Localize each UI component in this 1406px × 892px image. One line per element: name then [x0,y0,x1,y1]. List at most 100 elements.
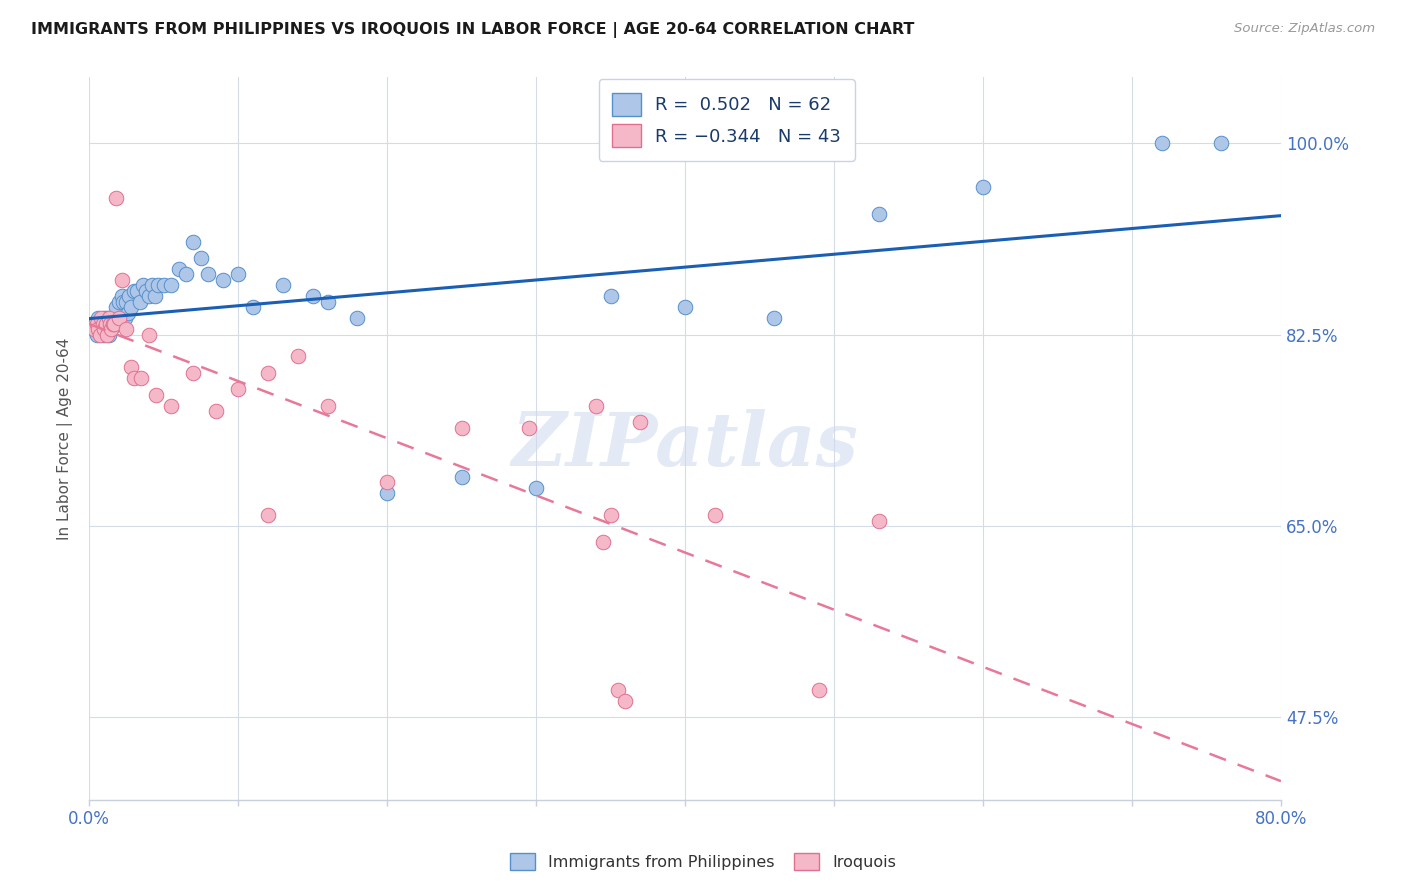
Point [212,273,235,287]
Point [152,278,174,293]
Point [110,311,132,326]
Point [94,317,117,331]
Point [118,289,141,303]
Point [972,179,994,194]
Point [93,322,115,336]
Point [808,683,831,698]
Point [226,382,249,396]
Point [122,371,145,385]
Point [125,284,148,298]
Point [517,420,540,434]
Point [111,273,134,287]
Point [242,300,264,314]
Point [98,317,121,331]
Point [599,289,621,303]
Point [703,508,725,522]
Point [93,327,115,342]
Point [316,399,339,413]
Y-axis label: In Labor Force | Age 20-64: In Labor Force | Age 20-64 [58,337,73,540]
Point [91,317,114,331]
Point [450,469,472,483]
Point [763,311,786,326]
Text: ZIPatlas: ZIPatlas [512,409,859,482]
Point [375,486,398,500]
Point [135,284,157,298]
Point [120,360,142,375]
Point [592,535,614,549]
Point [111,289,134,303]
Point [287,350,309,364]
Point [183,366,205,380]
Point [117,306,139,320]
Point [132,278,155,293]
Point [90,322,112,336]
Point [112,294,135,309]
Point [104,300,127,314]
Point [89,327,111,342]
Point [84,317,107,331]
Point [115,294,138,309]
Point [87,311,110,326]
Point [86,317,108,331]
Point [204,404,226,418]
Point [91,317,114,331]
Point [271,278,294,293]
Point [107,317,129,331]
Point [301,289,323,303]
Point [128,294,150,309]
Point [90,311,112,326]
Point [160,399,183,413]
Point [197,268,219,282]
Point [138,327,160,342]
Point [868,514,890,528]
Point [86,327,108,342]
Point [83,322,105,336]
Point [100,322,122,336]
Point [160,278,183,293]
Point [599,508,621,522]
Point [1211,136,1233,150]
Point [226,268,249,282]
Point [183,235,205,249]
Point [585,399,607,413]
Point [673,300,696,314]
Point [114,311,136,326]
Point [607,683,630,698]
Point [83,322,105,336]
Point [450,420,472,434]
Point [93,311,115,326]
Point [1150,136,1173,150]
Point [141,278,163,293]
Point [628,415,651,429]
Point [100,311,122,326]
Point [96,322,118,336]
Point [167,261,190,276]
Point [145,388,167,402]
Point [346,311,368,326]
Legend: Immigrants from Philippines, Iroquois: Immigrants from Philippines, Iroquois [503,847,903,877]
Point [89,322,111,336]
Point [96,327,118,342]
Point [122,284,145,298]
Point [138,289,160,303]
Text: Source: ZipAtlas.com: Source: ZipAtlas.com [1234,22,1375,36]
Point [97,327,120,342]
Point [375,475,398,490]
Point [524,481,547,495]
Point [104,191,127,205]
Point [100,322,122,336]
Point [87,322,110,336]
Point [103,311,125,326]
Point [146,278,169,293]
Point [98,317,121,331]
Point [257,366,280,380]
Point [316,294,339,309]
Point [129,371,152,385]
Point [115,322,138,336]
Point [94,322,117,336]
Point [103,317,125,331]
Point [120,300,142,314]
Point [97,311,120,326]
Point [108,311,131,326]
Point [101,317,124,331]
